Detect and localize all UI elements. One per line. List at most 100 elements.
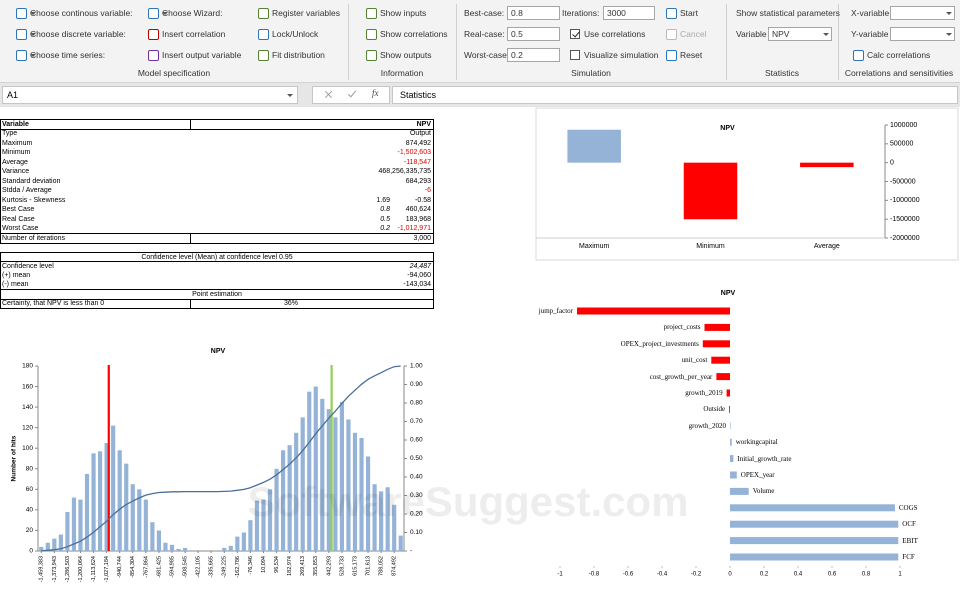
histogram-bar [58,534,63,551]
row-value: 3,000 [413,234,431,242]
row-label: Certainty, that NPV is less than 0 [2,300,105,307]
text-input[interactable]: 0.5 [507,27,560,41]
group-separator [838,4,839,80]
y-tick-label: 20 [26,527,34,534]
row-value: -94,060 [407,272,431,280]
ribbon-button[interactable]: Show outputs [380,50,432,60]
dropdown[interactable] [890,27,955,41]
text-input[interactable]: 0.8 [507,6,560,20]
y2-tick-label: - [410,548,412,555]
x-tick-label: 182,974 [287,556,293,576]
y-tick-label: 180 [22,363,33,370]
y-tick-label: -500000 [890,178,916,185]
checkbox[interactable] [570,29,580,39]
y2-tick-label: 0.70 [410,418,423,425]
x-tick-label: -162,786 [235,556,241,578]
x-tick-label: -249,225 [222,556,228,578]
histogram-bar [261,499,266,551]
x-tick-label: 0 [728,572,732,578]
ribbon-button[interactable]: Cancel [680,29,707,39]
histogram-bar [248,520,253,551]
ribbon-button[interactable]: Fit distribution [272,50,325,60]
ribbon-button[interactable]: Choose continous variable: [30,8,133,18]
histogram-bar [97,451,103,551]
checkbox-label[interactable]: Visualize simulation [584,50,659,60]
tornado-bar [730,455,734,463]
dropdown-value: NPV [772,29,790,39]
dropdown-caret [823,33,829,36]
histogram-bar [156,530,162,551]
name-box[interactable]: A1 [2,86,298,104]
histogram-bar [372,484,377,551]
y-tick-label: 0 [29,548,33,555]
row-mid: 0.5 [380,215,390,223]
bar-label: cost_growth_per_year [649,372,713,381]
button-icon [853,50,864,61]
ribbon-button[interactable]: Show inputs [380,8,427,18]
row-value: 183,968 [405,215,431,223]
tornado-bar [730,487,749,495]
text-input[interactable]: 0.2 [507,48,560,62]
histogram-bar [176,548,181,551]
checkbox-label[interactable]: Use correlations [584,29,646,39]
button-icon [666,8,677,19]
button-icon [666,50,677,61]
ribbon-button[interactable]: Choose Wizard: [162,8,223,18]
formula-bar-tools [312,86,390,104]
histogram-bar [84,473,90,551]
y-tick-label: -2000000 [890,235,920,242]
row-value: 684,293 [405,177,431,185]
formula-content[interactable]: Statistics [392,86,958,104]
checkbox[interactable] [570,50,580,60]
row-label: Number of iterations [2,234,66,242]
x-tick-label: 1 [898,572,902,578]
histogram-bar [241,532,246,551]
x-tick-label: -0.2 [691,572,702,578]
y-tick-label: 0 [890,160,894,167]
tornado-bar [726,389,730,397]
histogram-bar [222,547,227,551]
ribbon-button[interactable]: Lock/Unlock [272,29,319,39]
dropdown-caret [30,54,36,57]
text-input[interactable]: 3000 [603,6,655,20]
bar-label: OCF [902,520,916,529]
x-tick-label: -940,744 [117,556,123,578]
ribbon-button[interactable]: Insert output variable [162,50,242,60]
col-line [190,233,191,243]
dropdown-label: Variable [736,29,767,39]
bar-label: project_costs [663,323,701,332]
histogram-bar [71,497,77,551]
group-separator [348,4,349,80]
group-label: Model specification [137,68,211,78]
histogram-bar [130,484,135,551]
fx-label[interactable]: fx [372,88,379,98]
dropdown[interactable]: NPV [768,27,832,41]
ribbon-button[interactable]: Start [680,8,698,18]
histogram-bar [111,425,116,551]
bar-label: COGS [898,503,918,512]
button-icon [148,29,159,40]
ribbon-button[interactable]: Reset [680,50,703,60]
ribbon [0,0,960,83]
bar-label: OPEX_project_investments [620,339,699,348]
ribbon-button[interactable]: Choose time series: [30,50,106,60]
x-tick-label: -0.8 [589,572,600,578]
button-icon [16,29,27,40]
button-icon [148,50,159,61]
chart-frame [535,107,959,261]
ribbon-button[interactable]: Register variables [272,8,341,18]
bar-label: FCF [902,553,915,561]
ribbon-button[interactable]: Choose discrete variable: [30,29,126,39]
tornado-bar [730,504,895,512]
ribbon-button[interactable]: Show correlations [380,29,448,39]
row-line [0,233,434,234]
ribbon-button[interactable]: Show statistical parameters [736,8,840,18]
dropdown[interactable] [890,6,955,20]
ribbon-button[interactable]: Insert correlation [162,29,226,39]
x-tick-label: 788,052 [379,556,385,576]
histogram-bar [104,443,109,551]
table-border [0,119,434,244]
bar-label: growth_2020 [688,421,726,430]
ribbon-button[interactable]: Calc correlations [867,50,931,60]
